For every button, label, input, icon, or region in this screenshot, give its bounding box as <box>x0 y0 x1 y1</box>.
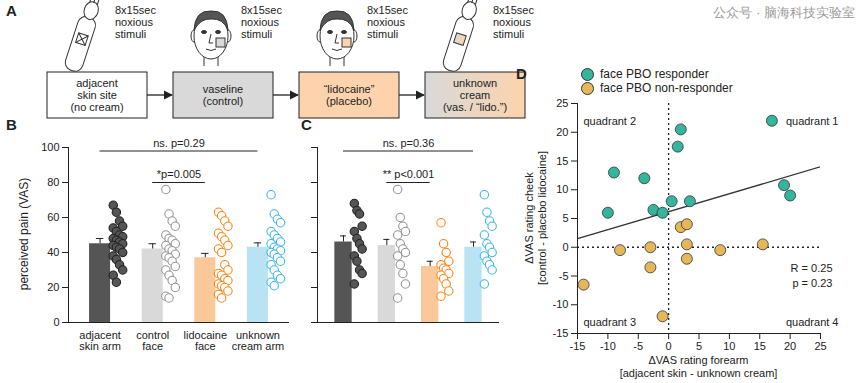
html-text:perceived pain (VAS): perceived pain (VAS) <box>16 177 31 291</box>
svg-text:A: A <box>6 2 17 19</box>
svg-text:quadrant 1: quadrant 1 <box>786 115 839 127</box>
svg-text:R = 0.25: R = 0.25 <box>791 262 833 274</box>
svg-text:“lidocaine”(placebo): “lidocaine”(placebo) <box>324 83 375 107</box>
svg-text:10: 10 <box>556 183 568 195</box>
svg-text:8x15secnoxiousstimuli: 8x15secnoxiousstimuli <box>115 4 156 40</box>
svg-text:100: 100 <box>41 141 59 153</box>
svg-text:5: 5 <box>562 212 568 224</box>
svg-text:-15: -15 <box>553 327 569 339</box>
svg-text:5: 5 <box>696 340 702 352</box>
svg-text:ns. p=0.36: ns. p=0.36 <box>383 137 435 149</box>
svg-text:25: 25 <box>814 340 826 352</box>
svg-text:adjacentskin arm: adjacentskin arm <box>79 329 121 352</box>
svg-text:0: 0 <box>666 340 672 352</box>
svg-text:-10: -10 <box>600 340 616 352</box>
svg-text:-15: -15 <box>570 340 586 352</box>
svg-text:-10: -10 <box>553 298 569 310</box>
svg-text:quadrant 2: quadrant 2 <box>584 115 637 127</box>
svg-text:8x15secnoxiousstimuli: 8x15secnoxiousstimuli <box>367 4 408 40</box>
svg-text:*p=0.005: *p=0.005 <box>157 168 201 180</box>
svg-text:controlface: controlface <box>136 329 169 352</box>
svg-text:quadrant 4: quadrant 4 <box>786 316 839 328</box>
html-text:face PBO responder: face PBO responder <box>600 67 709 81</box>
html-text:D: D <box>516 65 527 82</box>
svg-text:-5: -5 <box>633 340 643 352</box>
svg-text:** p<0.001: ** p<0.001 <box>383 168 435 180</box>
svg-text:-5: -5 <box>559 270 569 282</box>
svg-text:lidocaineface: lidocaineface <box>184 329 227 352</box>
html-text:B: B <box>6 116 17 133</box>
svg-text:unknowncream arm: unknowncream arm <box>232 329 285 352</box>
html-text:ΔVAS rating cheek [control - p: ΔVAS rating cheek [control - placebo lid… <box>523 151 548 285</box>
svg-text:80: 80 <box>47 176 59 188</box>
svg-text:20: 20 <box>784 340 796 352</box>
svg-text:8x15secnoxiousstimuli: 8x15secnoxiousstimuli <box>241 4 282 40</box>
svg-text:20: 20 <box>47 281 59 293</box>
svg-text:unknowncream(vas. / “lido.”): unknowncream(vas. / “lido.”) <box>443 77 507 113</box>
svg-text:adjacentskin site(no cream): adjacentskin site(no cream) <box>70 77 123 113</box>
svg-text:0: 0 <box>53 316 59 328</box>
svg-text:40: 40 <box>47 246 59 258</box>
html-text:ΔVAS rating forearm [adjacent: ΔVAS rating forearm [adjacent skin - unk… <box>619 354 778 379</box>
html-text:C: C <box>301 116 312 133</box>
svg-text:15: 15 <box>754 340 766 352</box>
svg-text:0: 0 <box>562 241 568 253</box>
svg-text:8x15secnoxiousstimuli: 8x15secnoxiousstimuli <box>493 4 534 40</box>
svg-text:quadrant 3: quadrant 3 <box>584 316 637 328</box>
svg-text:ns. p=0.29: ns. p=0.29 <box>153 137 205 149</box>
svg-text:25: 25 <box>556 97 568 109</box>
svg-text:p = 0.23: p = 0.23 <box>792 277 832 289</box>
svg-text:15: 15 <box>556 155 568 167</box>
svg-text:20: 20 <box>556 126 568 138</box>
svg-text:vaseline(control): vaseline(control) <box>203 83 243 107</box>
html-text:公众号 · 脑海科技实验室: 公众号 · 脑海科技实验室 <box>713 5 855 20</box>
html-text:face PBO non-responder: face PBO non-responder <box>600 81 733 95</box>
svg-text:60: 60 <box>47 211 59 223</box>
svg-text:10: 10 <box>723 340 735 352</box>
